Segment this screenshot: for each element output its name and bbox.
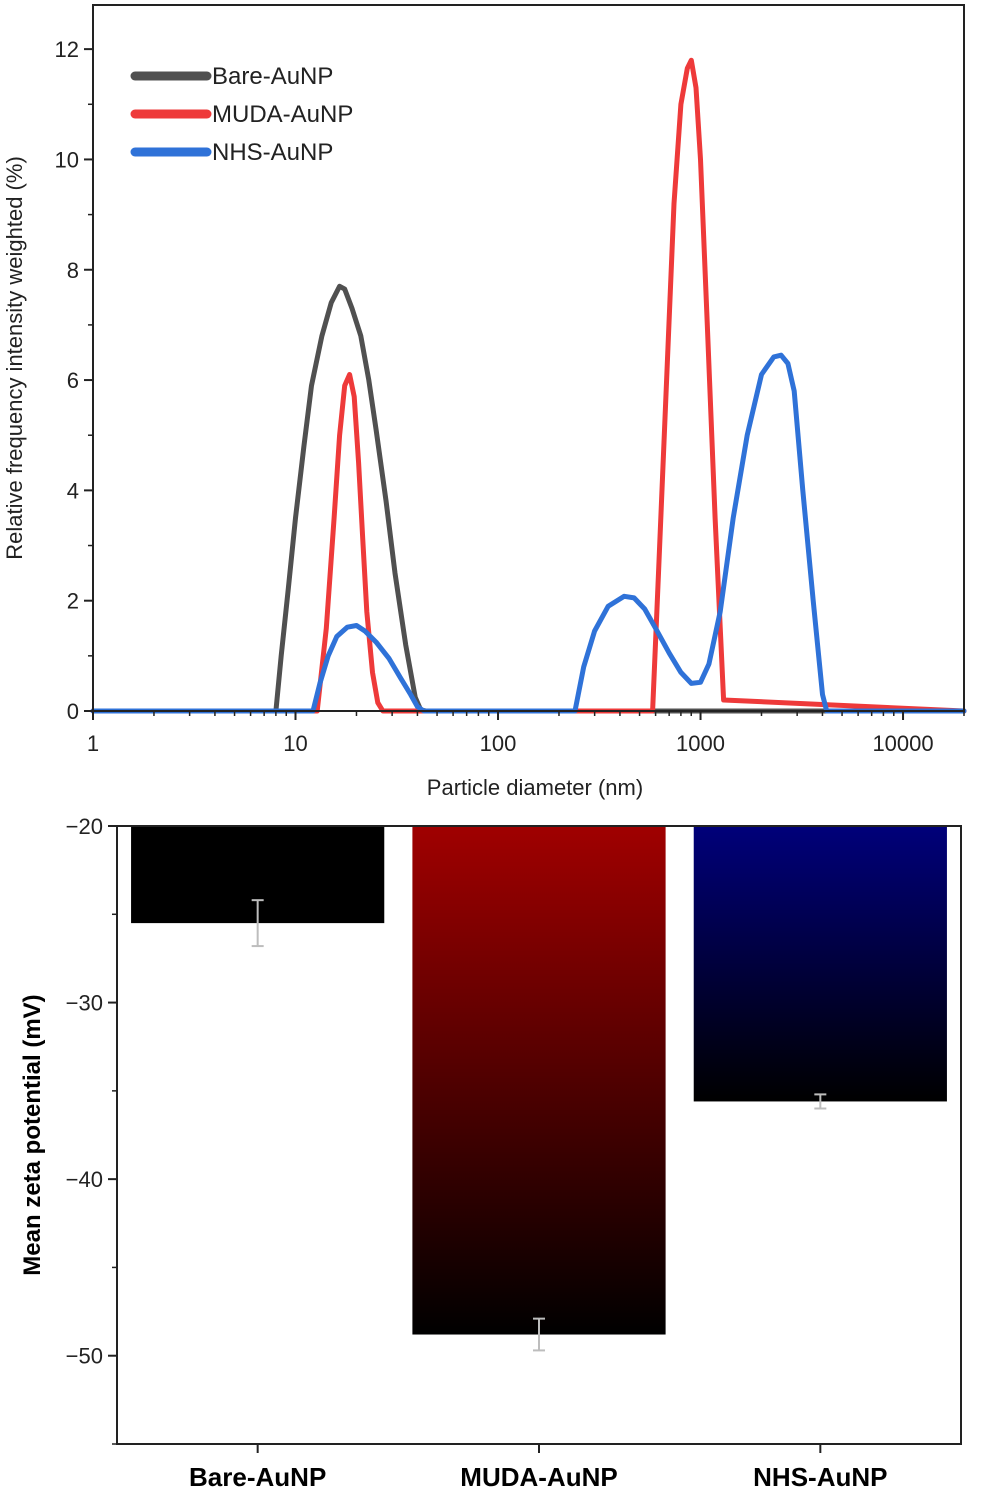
category-label-nhs-aunp: NHS-AuNP — [753, 1462, 887, 1492]
zeta-potential-chart: Bare-AuNP MUDA-AuNP NHS-AuNP −20 −30 −40 −50 M… — [19, 814, 962, 1492]
x-tick-label: 100 — [480, 731, 517, 756]
legend-label: MUDA-AuNP — [212, 101, 353, 128]
y-tick-label: 2 — [67, 589, 79, 614]
legend-item-bare-aunp: Bare-AuNP — [130, 63, 333, 90]
y-tick-label: −30 — [66, 991, 103, 1016]
category-label-muda-aunp: MUDA-AuNP — [460, 1462, 617, 1492]
y-tick-label: 10 — [55, 147, 79, 172]
x-tick-label: 1000 — [676, 731, 725, 756]
bar-muda-aunp — [412, 826, 666, 1335]
y-tick-label: −50 — [66, 1344, 103, 1369]
y-tick-label: 8 — [67, 258, 79, 283]
x-tick-label: 1 — [87, 731, 99, 756]
x-tick-label: 10 — [283, 731, 307, 756]
error-bar-bare-aunp — [251, 899, 264, 948]
y-tick-label: −20 — [66, 814, 103, 839]
y-tick-label: 12 — [55, 37, 79, 62]
top-y-axis-label: Relative frequency intensity weighted (%… — [2, 156, 27, 560]
zeta-potential-axes: Bare-AuNP MUDA-AuNP NHS-AuNP −20 −30 −40 −50 — [66, 814, 888, 1492]
legend-item-muda-aunp: MUDA-AuNP — [130, 101, 353, 128]
error-bar-muda-aunp — [533, 1317, 545, 1352]
x-tick-label: 10000 — [872, 731, 933, 756]
series-line-nhs-aunp — [90, 352, 967, 714]
legend-label: Bare-AuNP — [212, 63, 333, 90]
y-tick-label: −40 — [66, 1167, 103, 1192]
error-bar-nhs-aunp — [814, 1093, 827, 1110]
legend-label: NHS-AuNP — [212, 139, 333, 166]
y-tick-label: 6 — [67, 368, 79, 393]
y-tick-label: 0 — [67, 699, 79, 724]
size-distribution-chart: 1 10 100 1000 10000 0 2 4 6 8 10 12 Particle diamet… — [2, 4, 967, 800]
bottom-y-axis-label: Mean zeta potential (mV) — [19, 994, 46, 1275]
zeta-potential-bars — [131, 826, 947, 1352]
y-tick-label: 4 — [67, 478, 79, 503]
size-distribution-axes: 1 10 100 1000 10000 0 2 4 6 8 10 12 — [55, 37, 965, 756]
legend-item-nhs-aunp: NHS-AuNP — [130, 139, 333, 166]
bar-nhs-aunp — [693, 826, 947, 1102]
top-plot-frame — [92, 4, 965, 712]
category-label-bare-aunp: Bare-AuNP — [189, 1462, 326, 1492]
top-x-axis-label: Particle diameter (nm) — [427, 775, 643, 800]
series-line-bare-aunp — [90, 283, 967, 714]
legend: Bare-AuNP MUDA-AuNP NHS-AuNP — [130, 63, 353, 166]
